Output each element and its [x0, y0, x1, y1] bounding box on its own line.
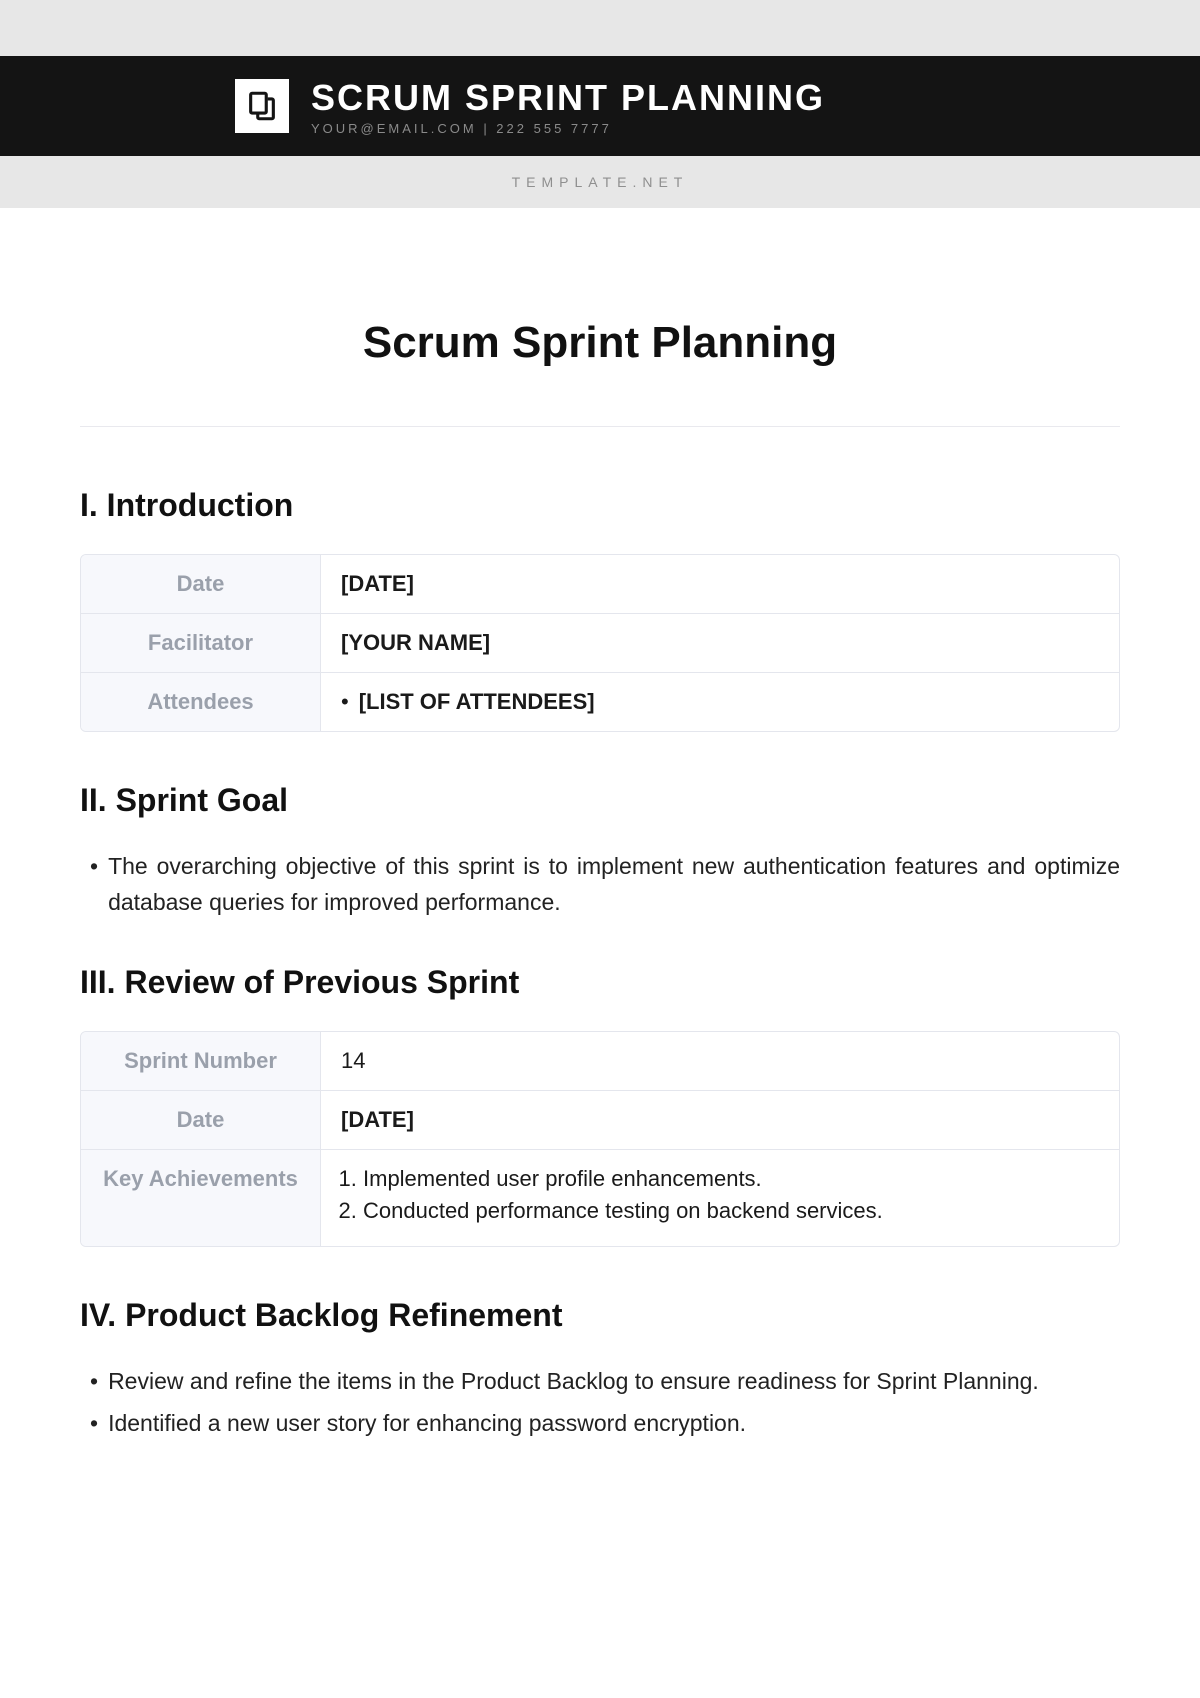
- review-date-value: [DATE]: [321, 1091, 1119, 1150]
- logo-box: [235, 79, 289, 133]
- intro-facilitator-label: Facilitator: [81, 614, 321, 673]
- table-row: Facilitator [YOUR NAME]: [81, 614, 1119, 673]
- review-date-label: Date: [81, 1091, 321, 1150]
- banner-title: SCRUM SPRINT PLANNING: [311, 77, 825, 119]
- intro-attendees-label: Attendees: [81, 673, 321, 731]
- intro-attendees-text: [LIST OF ATTENDEES]: [359, 689, 595, 715]
- intro-date-value: [DATE]: [321, 555, 1119, 614]
- banner-subtitle: YOUR@EMAIL.COM | 222 555 7777: [311, 121, 825, 136]
- section-heading-review: III. Review of Previous Sprint: [80, 964, 1120, 1001]
- list-item: • Identified a new user story for enhanc…: [90, 1406, 1120, 1442]
- table-row: Date [DATE]: [81, 1091, 1119, 1150]
- achievements-list: Implemented user profile enhancements. C…: [341, 1166, 1099, 1224]
- sprint-goal-text: The overarching objective of this sprint…: [108, 849, 1120, 920]
- review-table: Sprint Number 14 Date [DATE] Key Achieve…: [80, 1031, 1120, 1247]
- table-row: Date [DATE]: [81, 555, 1119, 614]
- backlog-bullet-2: Identified a new user story for enhancin…: [108, 1406, 746, 1442]
- review-sprintnum-label: Sprint Number: [81, 1032, 321, 1091]
- introduction-table: Date [DATE] Facilitator [YOUR NAME] Atte…: [80, 554, 1120, 732]
- table-row: Sprint Number 14: [81, 1032, 1119, 1091]
- watermark-bar: TEMPLATE.NET: [0, 156, 1200, 208]
- document-copy-icon: [245, 89, 279, 123]
- table-row: Key Achievements Implemented user profil…: [81, 1150, 1119, 1246]
- bullet-dot-icon: •: [90, 1364, 98, 1400]
- section-heading-introduction: I. Introduction: [80, 487, 1120, 524]
- review-sprintnum-value: 14: [321, 1032, 1119, 1091]
- bullet-dot-icon: •: [90, 849, 98, 920]
- watermark-text: TEMPLATE.NET: [512, 174, 689, 190]
- review-achievements-value: Implemented user profile enhancements. C…: [321, 1150, 1119, 1246]
- sprint-goal-list: • The overarching objective of this spri…: [80, 849, 1120, 920]
- review-achievements-label: Key Achievements: [81, 1150, 321, 1246]
- intro-attendees-value: •[LIST OF ATTENDEES]: [321, 673, 1119, 731]
- top-gray-bar: [0, 0, 1200, 56]
- list-item: • Review and refine the items in the Pro…: [90, 1364, 1120, 1400]
- table-row: Attendees •[LIST OF ATTENDEES]: [81, 673, 1119, 731]
- document-title: Scrum Sprint Planning: [80, 318, 1120, 368]
- backlog-list: • Review and refine the items in the Pro…: [80, 1364, 1120, 1441]
- intro-date-label: Date: [81, 555, 321, 614]
- document-content: Scrum Sprint Planning I. Introduction Da…: [0, 208, 1200, 1442]
- banner-text-block: SCRUM SPRINT PLANNING YOUR@EMAIL.COM | 2…: [311, 77, 825, 136]
- bullet-dot-icon: •: [90, 1406, 98, 1442]
- section-heading-backlog: IV. Product Backlog Refinement: [80, 1297, 1120, 1334]
- list-item: Conducted performance testing on backend…: [363, 1198, 1099, 1224]
- list-item: • The overarching objective of this spri…: [90, 849, 1120, 920]
- list-item: Implemented user profile enhancements.: [363, 1166, 1099, 1192]
- header-banner: SCRUM SPRINT PLANNING YOUR@EMAIL.COM | 2…: [0, 56, 1200, 156]
- intro-facilitator-value: [YOUR NAME]: [321, 614, 1119, 673]
- title-divider: [80, 426, 1120, 427]
- section-heading-sprint-goal: II. Sprint Goal: [80, 782, 1120, 819]
- backlog-bullet-1: Review and refine the items in the Produ…: [108, 1364, 1039, 1400]
